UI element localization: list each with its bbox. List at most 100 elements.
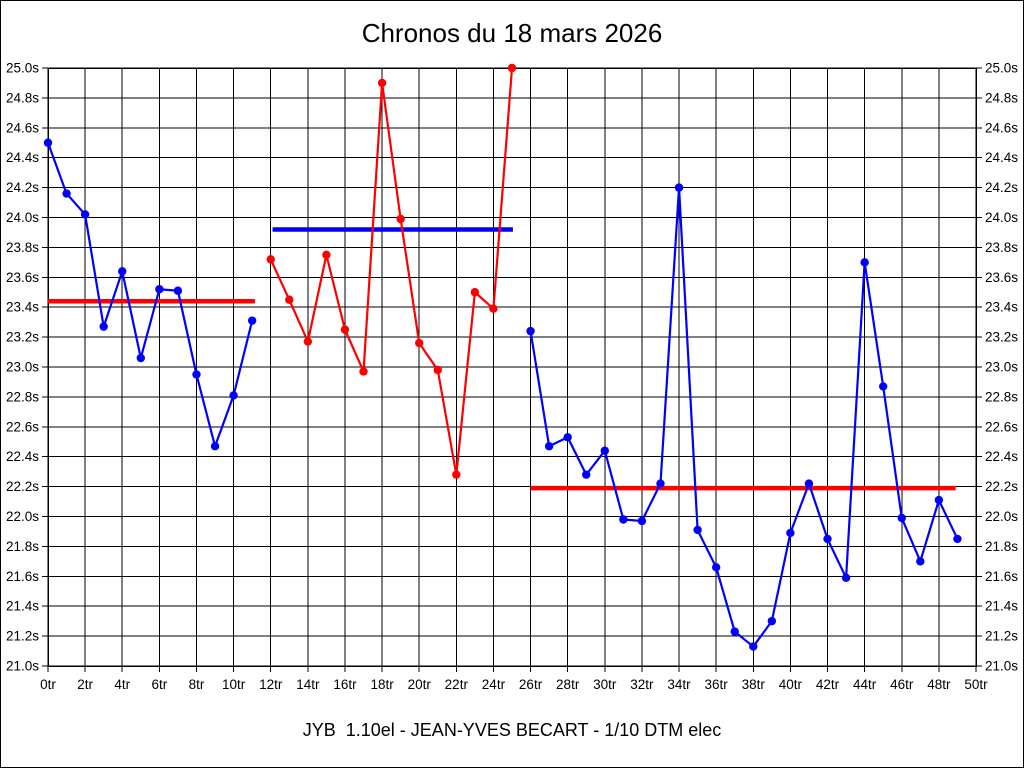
data-point-marker (247, 316, 257, 325)
x-tick-label: 48tr (927, 677, 951, 692)
data-point-marker (507, 63, 517, 73)
grid-lines (47, 67, 977, 667)
chart-caption: JYB 1.10el - JEAN-YVES BECART - 1/10 DTM… (302, 720, 722, 740)
y-tick-label-right: 21.0s (985, 659, 1018, 674)
data-point-marker (693, 525, 702, 535)
y-tick-label-left: 23.0s (6, 360, 39, 375)
x-tick-label: 26tr (519, 677, 543, 692)
data-point-marker (266, 255, 275, 264)
data-point-marker (359, 367, 368, 376)
data-point-marker (118, 267, 127, 276)
y-tick-label-right: 23.6s (985, 270, 1018, 285)
data-point-marker (656, 479, 665, 488)
x-tick-label: 2tr (77, 677, 93, 692)
y-tick-label-left: 22.0s (6, 509, 39, 524)
data-point-marker (804, 479, 814, 488)
data-point-marker (916, 557, 925, 566)
x-tick-label: 38tr (742, 677, 766, 692)
y-tick-label-left: 21.8s (6, 539, 39, 554)
y-tick-label-left: 22.8s (6, 389, 39, 404)
x-tick-label: 40tr (779, 677, 803, 692)
y-tick-label-left: 24.0s (6, 210, 39, 225)
series-line (269, 67, 514, 476)
mean-lines (48, 227, 956, 491)
data-point-marker (303, 337, 313, 346)
data-point-marker (563, 433, 572, 442)
y-tick-label-right: 22.0s (985, 509, 1018, 524)
data-point-marker (897, 513, 906, 523)
data-point-marker (841, 573, 851, 582)
y-tick-label-right: 23.0s (985, 360, 1018, 375)
y-tick-label-right: 22.8s (985, 389, 1018, 404)
y-tick-label-right: 21.4s (985, 599, 1018, 614)
y-tick-label-left: 22.2s (6, 479, 39, 494)
x-tick-label: 14tr (296, 677, 320, 692)
y-tick-label-right: 23.8s (985, 240, 1018, 255)
x-tick-label: 0tr (40, 677, 56, 692)
x-tick-label: 16tr (333, 677, 357, 692)
x-tick-label: 28tr (556, 677, 580, 692)
chart-title: Chronos du 18 mars 2026 (361, 18, 663, 48)
data-point-marker (786, 528, 795, 538)
x-tick-label: 22tr (445, 677, 469, 692)
series-line (46, 142, 254, 448)
y-tick-label-left: 22.4s (6, 449, 39, 464)
series-line (529, 186, 959, 648)
y-tick-label-left: 24.6s (6, 120, 39, 135)
data-point-marker (953, 534, 962, 544)
y-tick-label-right: 22.6s (985, 419, 1018, 434)
y-tick-label-left: 21.6s (6, 569, 39, 584)
data-point-marker (489, 304, 498, 313)
y-tick-label-right: 22.4s (985, 449, 1018, 464)
data-point-marker (377, 78, 387, 88)
y-tick-label-right: 24.2s (985, 180, 1018, 195)
data-point-marker (711, 563, 721, 572)
data-point-marker (619, 515, 628, 524)
y-tick-label-left: 25.0s (6, 61, 39, 76)
data-point-marker (730, 627, 739, 636)
y-tick-label-right: 25.0s (985, 61, 1018, 76)
x-tick-label: 20tr (408, 677, 432, 692)
data-point-marker (749, 642, 758, 651)
y-tick-label-left: 24.2s (6, 180, 39, 195)
data-point-marker (210, 442, 220, 451)
series-stint-3-blue (526, 183, 962, 651)
y-tick-label-left: 23.6s (6, 270, 39, 285)
y-tick-label-right: 21.6s (985, 569, 1018, 584)
data-point-marker (433, 365, 442, 375)
x-tick-label: 10tr (222, 677, 246, 692)
y-tick-label-right: 24.6s (985, 120, 1018, 135)
y-tick-label-right: 23.4s (985, 300, 1018, 315)
data-point-marker (470, 288, 480, 297)
data-point-marker (99, 322, 108, 331)
y-tick-label-left: 23.4s (6, 300, 39, 315)
data-point-marker (934, 495, 944, 505)
y-tick-label-left: 24.4s (6, 150, 39, 165)
x-tick-label: 12tr (259, 677, 283, 692)
y-tick-label-left: 21.2s (6, 629, 39, 644)
data-point-marker (860, 258, 869, 267)
data-point-marker (823, 534, 832, 544)
y-tick-label-left: 23.8s (6, 240, 39, 255)
x-tick-label: 42tr (816, 677, 840, 692)
x-tick-label: 24tr (482, 677, 506, 692)
y-tick-label-right: 24.0s (985, 210, 1018, 225)
data-point-marker (767, 616, 777, 626)
data-point-marker (80, 210, 90, 219)
data-point-marker (173, 286, 183, 295)
x-tick-label: 34tr (667, 677, 691, 692)
y-tick-label-left: 24.8s (6, 90, 39, 105)
series-stint-2-red (266, 63, 517, 479)
y-tick-label-right: 21.2s (985, 629, 1018, 644)
data-point-marker (674, 183, 684, 192)
data-point-marker (526, 326, 535, 336)
x-tick-label: 4tr (114, 677, 130, 692)
x-tick-label: 44tr (853, 677, 877, 692)
x-tick-label: 8tr (189, 677, 205, 692)
x-tick-label: 32tr (630, 677, 654, 692)
x-tick-label: 6tr (151, 677, 167, 692)
y-tick-label-right: 21.8s (985, 539, 1018, 554)
y-tick-label-left: 23.2s (6, 330, 39, 345)
